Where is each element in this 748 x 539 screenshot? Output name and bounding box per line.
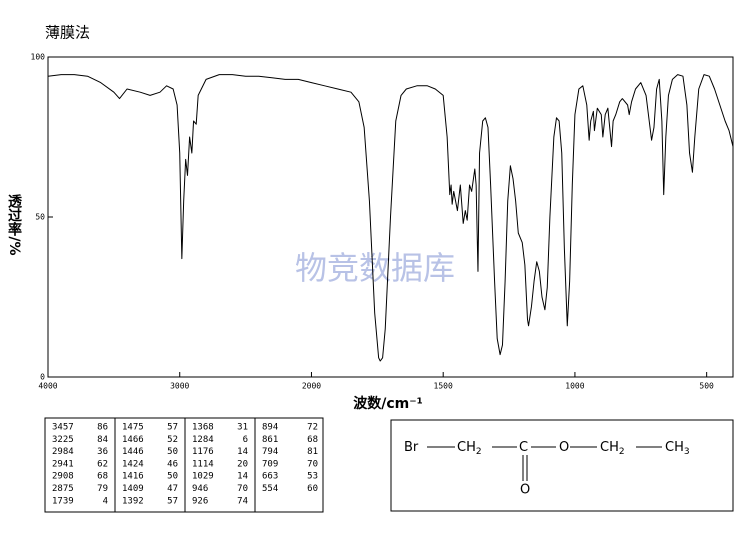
peak-transmittance: 20	[237, 459, 248, 469]
spectrum-line	[47, 74, 734, 362]
x-tick-label: 1500	[434, 382, 453, 391]
y-axis-label: 透过率/%	[6, 194, 22, 255]
peak-wavenumber: 1029	[192, 472, 214, 482]
peak-transmittance: 84	[97, 435, 108, 445]
y-tick-label: 0	[40, 373, 45, 382]
x-tick-label: 4000	[38, 382, 57, 391]
peak-transmittance: 14	[237, 472, 248, 482]
peak-wavenumber: 1739	[52, 496, 74, 506]
atom-group: CH2	[600, 440, 625, 457]
peak-wavenumber: 663	[262, 472, 278, 482]
atom: O	[559, 440, 569, 455]
subscript: 2	[476, 447, 482, 457]
peak-transmittance: 4	[103, 496, 108, 506]
peak-wavenumber: 1409	[122, 484, 144, 494]
peak-wavenumber: 1466	[122, 435, 144, 445]
atom-group: CH3	[665, 440, 690, 457]
peak-wavenumber: 1424	[122, 459, 144, 469]
peak-wavenumber: 709	[262, 459, 278, 469]
peak-transmittance: 74	[237, 496, 248, 506]
peak-transmittance: 70	[307, 459, 318, 469]
peak-transmittance: 50	[167, 472, 178, 482]
peak-wavenumber: 861	[262, 435, 278, 445]
peak-wavenumber: 2908	[52, 472, 74, 482]
bonds	[427, 446, 662, 481]
peak-transmittance: 36	[97, 447, 108, 457]
atom-group: Br	[404, 440, 419, 455]
peak-wavenumber: 3457	[52, 423, 74, 433]
peak-transmittance: 6	[243, 435, 248, 445]
atom-group: CH2	[457, 440, 482, 457]
peak-wavenumber: 1176	[192, 447, 214, 457]
peak-wavenumber: 2984	[52, 447, 74, 457]
y-tick-label: 100	[31, 53, 46, 62]
peak-wavenumber: 1114	[192, 459, 214, 469]
peak-transmittance: 70	[237, 484, 248, 494]
subscript: 2	[619, 447, 625, 457]
atom: CH	[457, 440, 476, 455]
subscript: 3	[684, 447, 690, 457]
peak-wavenumber: 2875	[52, 484, 74, 494]
peak-wavenumber: 3225	[52, 435, 74, 445]
peak-transmittance: 81	[307, 447, 318, 457]
table-frame	[44, 417, 324, 513]
carbonyl-oxygen: O	[520, 483, 530, 498]
peak-transmittance: 72	[307, 423, 318, 433]
structure-frame	[390, 419, 734, 512]
atom-group: C	[519, 440, 528, 455]
peak-transmittance: 57	[167, 423, 178, 433]
peak-transmittance: 60	[307, 484, 318, 494]
peak-transmittance: 79	[97, 484, 108, 494]
x-tick-label: 3000	[170, 382, 189, 391]
x-axis-label: 波数/cm⁻¹	[353, 395, 423, 412]
peak-wavenumber: 926	[192, 496, 208, 506]
peak-transmittance: 47	[167, 484, 178, 494]
peak-wavenumber: 1416	[122, 472, 144, 482]
peak-transmittance: 53	[307, 472, 318, 482]
x-tick-label: 2000	[302, 382, 321, 391]
peak-transmittance: 86	[97, 423, 108, 433]
atom: Br	[404, 440, 419, 455]
x-tick-label: 500	[699, 382, 714, 391]
peak-wavenumber: 1475	[122, 423, 144, 433]
atom: CH	[665, 440, 684, 455]
peak-wavenumber: 1284	[192, 435, 214, 445]
peak-transmittance: 46	[167, 459, 178, 469]
peak-transmittance: 68	[307, 435, 318, 445]
peak-transmittance: 14	[237, 447, 248, 457]
peak-wavenumber: 894	[262, 423, 278, 433]
watermark: 物竞数据库	[295, 249, 455, 287]
peak-wavenumber: 1392	[122, 496, 144, 506]
y-tick-label: 50	[35, 213, 45, 222]
peak-transmittance: 31	[237, 423, 248, 433]
atom-group: O	[559, 440, 569, 455]
chart-title: 薄膜法	[45, 24, 90, 42]
peak-transmittance: 68	[97, 472, 108, 482]
peak-transmittance: 50	[167, 447, 178, 457]
peak-wavenumber: 554	[262, 484, 278, 494]
peak-transmittance: 62	[97, 459, 108, 469]
atom: C	[519, 440, 528, 455]
peak-wavenumber: 2941	[52, 459, 74, 469]
peak-transmittance: 57	[167, 496, 178, 506]
peak-wavenumber: 946	[192, 484, 208, 494]
peak-transmittance: 52	[167, 435, 178, 445]
peak-wavenumber: 794	[262, 447, 278, 457]
peak-wavenumber: 1368	[192, 423, 214, 433]
atom: CH	[600, 440, 619, 455]
peak-wavenumber: 1446	[122, 447, 144, 457]
x-tick-label: 1000	[565, 382, 584, 391]
